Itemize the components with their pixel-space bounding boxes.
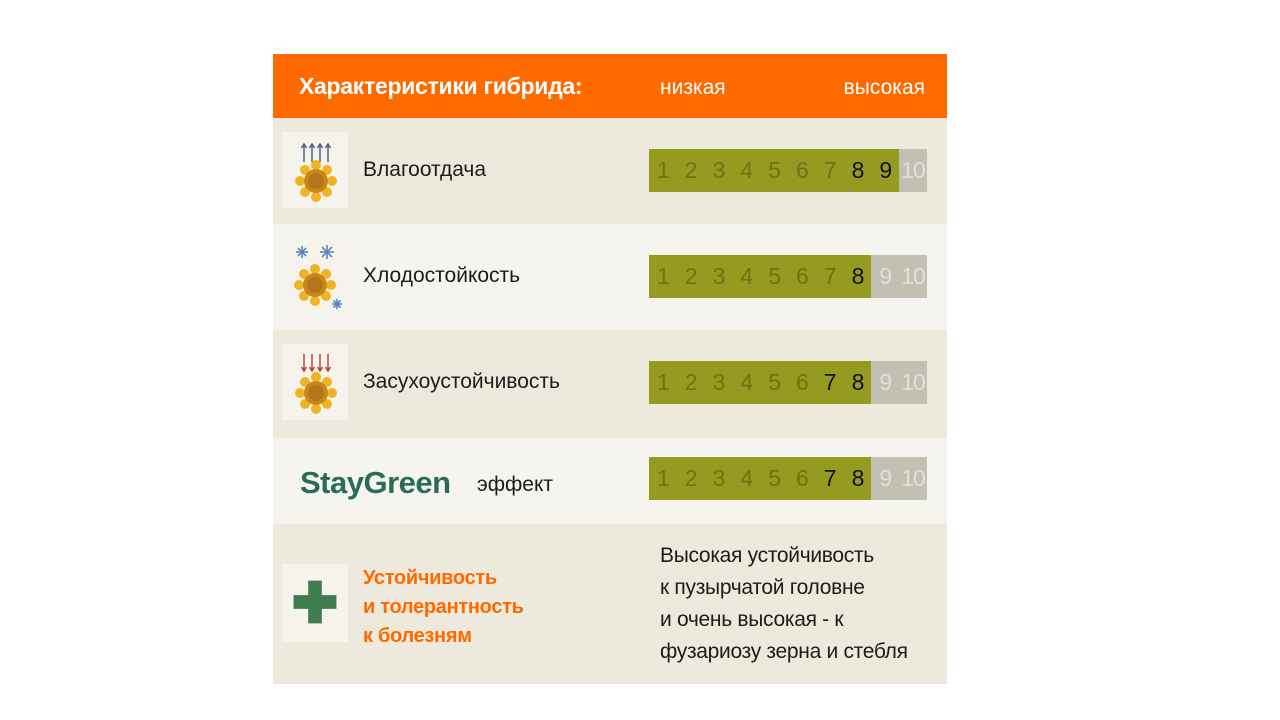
rating-scale: 1 2 3 4 5 6 7 8 9 10 bbox=[649, 361, 927, 404]
rating-fill bbox=[649, 255, 872, 298]
sunflower-evaporation-icon bbox=[282, 132, 348, 208]
rating-scale: 1 2 3 4 5 6 7 8 9 10 bbox=[649, 457, 927, 500]
rating-scale: 1 2 3 4 5 6 7 8 9 10 bbox=[649, 149, 927, 192]
trait-label: эффект bbox=[477, 473, 553, 496]
rating-number: 8 bbox=[851, 157, 865, 183]
rating-number: 2 bbox=[684, 263, 698, 289]
rating-number: 7 bbox=[823, 369, 837, 395]
disease-label-line: Устойчивость bbox=[363, 567, 497, 589]
rating-number: 9 bbox=[879, 263, 892, 289]
rating-number: 4 bbox=[740, 369, 753, 395]
description-line: фузариозу зерна и стебля bbox=[660, 640, 908, 663]
rating-number: 1 bbox=[657, 369, 670, 395]
rating-fill bbox=[649, 149, 900, 192]
rating-number: 3 bbox=[712, 157, 726, 183]
rating-number: 6 bbox=[795, 369, 809, 395]
disease-resistance-label: Устойчивость и толерантность к болезням bbox=[363, 564, 593, 651]
rating-number: 4 bbox=[740, 157, 753, 183]
rating-number: 4 bbox=[740, 465, 753, 491]
disease-label-line: и толерантность bbox=[363, 596, 524, 618]
trait-row-drought-resistance: Засухоустойчивость 1 2 3 4 5 6 7 8 9 10 bbox=[273, 330, 947, 438]
rating-number: 10 bbox=[901, 157, 926, 183]
rating-number: 5 bbox=[768, 263, 781, 289]
rating-number: 3 bbox=[712, 263, 726, 289]
rating-number: 9 bbox=[879, 157, 892, 183]
trait-label: Засухоустойчивость bbox=[363, 370, 560, 393]
rating-number: 2 bbox=[684, 157, 698, 183]
rating-number: 5 bbox=[768, 369, 781, 395]
green-cross-icon bbox=[282, 564, 348, 642]
rating-number: 10 bbox=[901, 465, 926, 491]
disease-resistance-row: Устойчивость и толерантность к болезням … bbox=[273, 524, 947, 684]
scale-high-label: высокая bbox=[843, 76, 925, 99]
rating-number: 1 bbox=[657, 465, 670, 491]
staygreen-brand: StayGreen bbox=[300, 465, 451, 500]
trait-row-moisture-release: Влагоотдача 1 2 3 4 5 6 7 8 9 10 bbox=[273, 118, 947, 224]
scale-low-label: низкая bbox=[660, 76, 726, 99]
rating-number: 6 bbox=[795, 465, 809, 491]
rating-number: 9 bbox=[879, 369, 892, 395]
sunflower-snowflake-icon bbox=[282, 238, 348, 314]
trait-label: Влагоотдача bbox=[363, 158, 487, 181]
trait-row-staygreen: StayGreen эффект 1 2 3 4 5 6 7 8 9 10 bbox=[273, 438, 947, 524]
rating-number: 10 bbox=[901, 263, 926, 289]
rating-number: 7 bbox=[823, 465, 837, 491]
rating-number: 1 bbox=[657, 157, 670, 183]
rating-number: 5 bbox=[768, 465, 781, 491]
hybrid-characteristics-panel: Характеристики гибрида: низкая высокая bbox=[273, 54, 947, 684]
disease-label-line: к болезням bbox=[363, 625, 472, 647]
rating-number: 6 bbox=[795, 157, 809, 183]
rating-number: 8 bbox=[851, 369, 865, 395]
rating-number: 9 bbox=[879, 465, 892, 491]
description-line: и очень высокая - к bbox=[660, 608, 844, 631]
rating-number: 7 bbox=[823, 263, 837, 289]
rating-number: 8 bbox=[851, 263, 865, 289]
disease-resistance-description: Высокая устойчивость к пузырчатой головн… bbox=[660, 540, 940, 668]
trait-row-cold-resistance: Хлодостойкость 1 2 3 4 5 6 7 8 9 10 bbox=[273, 224, 947, 330]
header-title: Характеристики гибрида: bbox=[299, 73, 583, 99]
rating-fill bbox=[649, 361, 872, 404]
panel-header: Характеристики гибрида: низкая высокая bbox=[273, 54, 947, 118]
rating-number: 8 bbox=[851, 465, 865, 491]
rating-number: 6 bbox=[795, 263, 809, 289]
description-line: к пузырчатой головне bbox=[660, 576, 865, 599]
rating-number: 3 bbox=[712, 369, 726, 395]
rating-number: 7 bbox=[823, 157, 837, 183]
rating-number: 2 bbox=[684, 465, 698, 491]
rating-number: 10 bbox=[901, 369, 926, 395]
rating-number: 3 bbox=[712, 465, 726, 491]
sunflower-heat-icon bbox=[282, 344, 348, 420]
rating-scale: 1 2 3 4 5 6 7 8 9 10 bbox=[649, 255, 927, 298]
rating-number: 4 bbox=[740, 263, 753, 289]
rating-number: 1 bbox=[657, 263, 670, 289]
description-line: Высокая устойчивость bbox=[660, 544, 874, 567]
rating-number: 5 bbox=[768, 157, 781, 183]
rating-number: 2 bbox=[684, 369, 698, 395]
rating-fill bbox=[649, 457, 872, 500]
trait-label: Хлодостойкость bbox=[363, 264, 521, 287]
